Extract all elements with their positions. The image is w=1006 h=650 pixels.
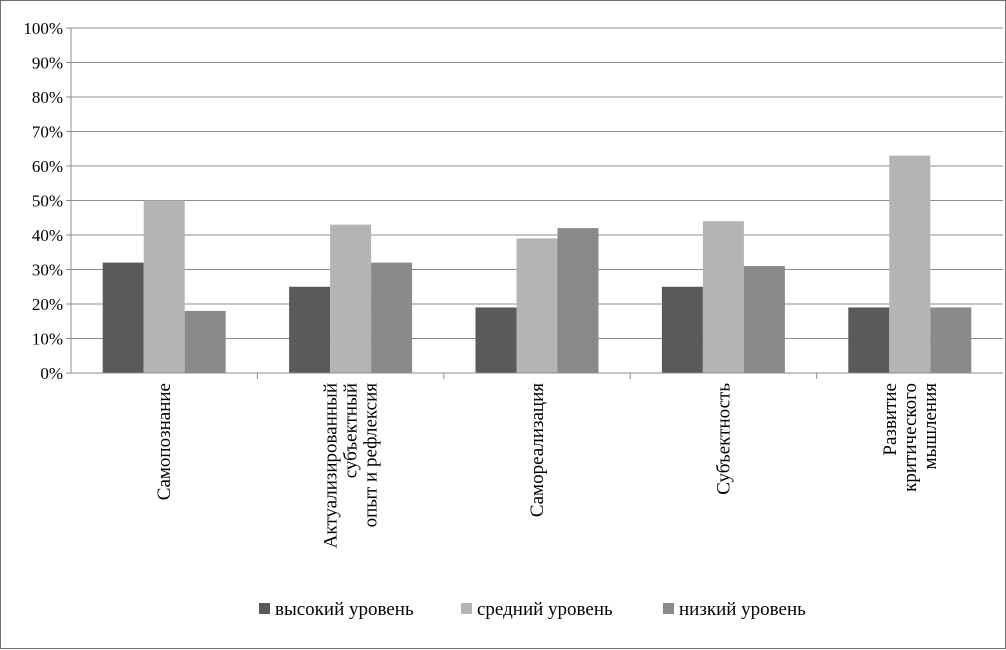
- x-category-label: мышления: [920, 383, 941, 470]
- bar: [516, 238, 558, 373]
- bar: [848, 307, 890, 373]
- legend: высокий уровень средний уровень низкий уро…: [259, 599, 806, 620]
- legend-label: низкий уровень: [679, 599, 806, 620]
- bar: [930, 307, 972, 373]
- y-tick-label: 50%: [32, 192, 63, 211]
- y-tick-label: 10%: [32, 330, 63, 349]
- y-tick-label: 90%: [32, 54, 63, 73]
- x-category-label: Актуализированный: [321, 383, 342, 548]
- y-tick-label: 100%: [23, 19, 63, 38]
- bar: [289, 286, 331, 373]
- y-tick-label: 30%: [32, 261, 63, 280]
- bar: [371, 262, 413, 373]
- legend-swatch: [461, 603, 472, 614]
- x-category-label: Самопознание: [154, 383, 175, 500]
- bar: [743, 266, 785, 373]
- bars: [102, 155, 972, 373]
- bar: [889, 155, 931, 373]
- y-tick-label: 80%: [32, 88, 63, 107]
- y-tick-label: 20%: [32, 295, 63, 314]
- gridlines: [71, 27, 1003, 339]
- x-category-label: субъектный: [341, 383, 362, 478]
- legend-swatch: [663, 603, 674, 614]
- x-axis: Самопознание Актуализированный субъектный о…: [71, 372, 1003, 548]
- y-tick-label: 40%: [32, 226, 63, 245]
- x-category-label: Самореализация: [527, 383, 548, 517]
- x-category-label: Субъектность: [713, 383, 734, 495]
- y-tick-label: 70%: [32, 123, 63, 142]
- x-category-label: опыт и рефлексия: [361, 383, 382, 528]
- bar: [661, 286, 703, 373]
- x-category-label: критического: [900, 383, 921, 492]
- bar: [184, 310, 226, 373]
- legend-swatch: [259, 603, 270, 614]
- bar: [330, 224, 372, 373]
- bar: [702, 221, 744, 373]
- bar: [475, 307, 517, 373]
- y-tick-label: 60%: [32, 157, 63, 176]
- x-category-label: Развитие: [880, 383, 901, 456]
- y-tick-label: 0%: [40, 364, 63, 383]
- bar: [557, 228, 599, 373]
- bar: [102, 262, 144, 373]
- y-axis: 0% 10% 20% 30% 40% 50% 60% 70% 80% 90% 100%: [23, 19, 72, 383]
- legend-label: высокий уровень: [275, 599, 414, 620]
- legend-label: средний уровень: [477, 599, 613, 620]
- bar: [143, 200, 185, 373]
